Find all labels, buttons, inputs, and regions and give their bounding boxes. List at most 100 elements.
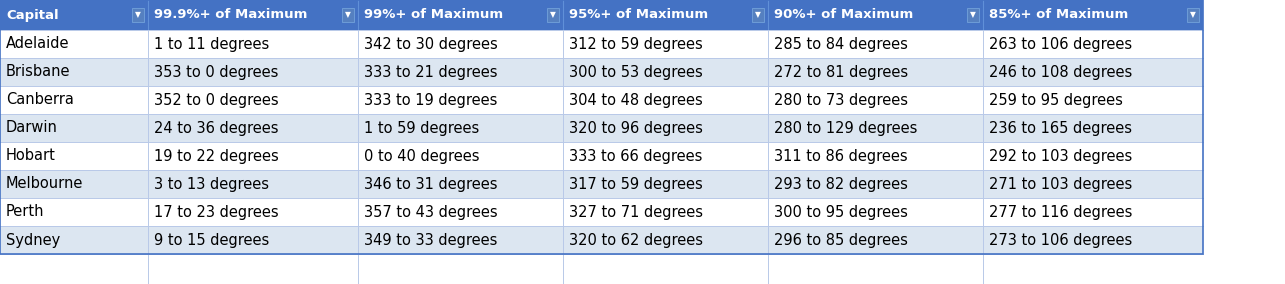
Bar bbox=[148, 86, 359, 114]
Text: 312 to 59 degrees: 312 to 59 degrees bbox=[569, 37, 703, 51]
Bar bbox=[752, 8, 765, 22]
Text: Perth: Perth bbox=[6, 204, 45, 220]
Bar bbox=[0, 114, 148, 142]
Bar bbox=[983, 30, 1203, 58]
Bar bbox=[0, 198, 148, 226]
Bar bbox=[563, 226, 768, 254]
Bar bbox=[983, 142, 1203, 170]
Text: 24 to 36 degrees: 24 to 36 degrees bbox=[154, 120, 279, 135]
Bar bbox=[148, 30, 359, 58]
Text: 353 to 0 degrees: 353 to 0 degrees bbox=[154, 64, 279, 80]
Bar bbox=[359, 58, 563, 86]
Text: 280 to 129 degrees: 280 to 129 degrees bbox=[774, 120, 917, 135]
Text: Sydney: Sydney bbox=[6, 233, 60, 247]
Bar bbox=[768, 58, 983, 86]
Text: Capital: Capital bbox=[6, 9, 59, 22]
Text: 352 to 0 degrees: 352 to 0 degrees bbox=[154, 93, 279, 108]
Bar bbox=[563, 170, 768, 198]
Text: 273 to 106 degrees: 273 to 106 degrees bbox=[989, 233, 1132, 247]
Text: 320 to 62 degrees: 320 to 62 degrees bbox=[569, 233, 703, 247]
Text: ▼: ▼ bbox=[970, 11, 975, 20]
Text: 285 to 84 degrees: 285 to 84 degrees bbox=[774, 37, 908, 51]
Text: 85%+ of Maximum: 85%+ of Maximum bbox=[989, 9, 1128, 22]
Text: 272 to 81 degrees: 272 to 81 degrees bbox=[774, 64, 908, 80]
Bar bbox=[547, 8, 559, 22]
Bar bbox=[768, 114, 983, 142]
Text: 259 to 95 degrees: 259 to 95 degrees bbox=[989, 93, 1123, 108]
Text: 99%+ of Maximum: 99%+ of Maximum bbox=[364, 9, 504, 22]
Text: 0 to 40 degrees: 0 to 40 degrees bbox=[364, 149, 479, 164]
Text: 90%+ of Maximum: 90%+ of Maximum bbox=[774, 9, 914, 22]
Bar bbox=[0, 0, 1203, 254]
Bar bbox=[359, 226, 563, 254]
Bar bbox=[983, 198, 1203, 226]
Bar bbox=[359, 142, 563, 170]
Text: 246 to 108 degrees: 246 to 108 degrees bbox=[989, 64, 1132, 80]
Bar bbox=[563, 142, 768, 170]
Bar bbox=[563, 114, 768, 142]
Text: 333 to 19 degrees: 333 to 19 degrees bbox=[364, 93, 497, 108]
Text: 3 to 13 degrees: 3 to 13 degrees bbox=[154, 176, 269, 191]
Bar bbox=[983, 170, 1203, 198]
Text: 95%+ of Maximum: 95%+ of Maximum bbox=[569, 9, 708, 22]
Bar bbox=[359, 30, 563, 58]
Text: 342 to 30 degrees: 342 to 30 degrees bbox=[364, 37, 497, 51]
Bar bbox=[148, 226, 359, 254]
Bar bbox=[148, 0, 359, 30]
Text: Brisbane: Brisbane bbox=[6, 64, 71, 80]
Text: ▼: ▼ bbox=[550, 11, 556, 20]
Text: 304 to 48 degrees: 304 to 48 degrees bbox=[569, 93, 703, 108]
Bar bbox=[563, 58, 768, 86]
Bar bbox=[148, 58, 359, 86]
Bar bbox=[983, 114, 1203, 142]
Bar bbox=[359, 198, 563, 226]
Bar bbox=[768, 170, 983, 198]
Bar bbox=[0, 58, 148, 86]
Bar bbox=[768, 142, 983, 170]
Bar bbox=[148, 142, 359, 170]
Text: 9 to 15 degrees: 9 to 15 degrees bbox=[154, 233, 270, 247]
Text: ▼: ▼ bbox=[1190, 11, 1196, 20]
Bar bbox=[359, 0, 563, 30]
Text: 292 to 103 degrees: 292 to 103 degrees bbox=[989, 149, 1132, 164]
Bar bbox=[983, 58, 1203, 86]
Bar bbox=[0, 142, 148, 170]
Bar bbox=[983, 226, 1203, 254]
Text: Canberra: Canberra bbox=[6, 93, 73, 108]
Bar bbox=[148, 198, 359, 226]
Text: 277 to 116 degrees: 277 to 116 degrees bbox=[989, 204, 1132, 220]
Bar bbox=[768, 86, 983, 114]
Bar bbox=[768, 30, 983, 58]
Text: 296 to 85 degrees: 296 to 85 degrees bbox=[774, 233, 908, 247]
Bar bbox=[563, 86, 768, 114]
Text: 263 to 106 degrees: 263 to 106 degrees bbox=[989, 37, 1132, 51]
Text: 17 to 23 degrees: 17 to 23 degrees bbox=[154, 204, 279, 220]
Bar bbox=[359, 170, 563, 198]
Bar bbox=[0, 170, 148, 198]
Text: 349 to 33 degrees: 349 to 33 degrees bbox=[364, 233, 497, 247]
Bar bbox=[768, 198, 983, 226]
Text: 280 to 73 degrees: 280 to 73 degrees bbox=[774, 93, 908, 108]
Text: 317 to 59 degrees: 317 to 59 degrees bbox=[569, 176, 703, 191]
Text: 311 to 86 degrees: 311 to 86 degrees bbox=[774, 149, 907, 164]
Text: Adelaide: Adelaide bbox=[6, 37, 69, 51]
Bar bbox=[968, 8, 979, 22]
Text: Hobart: Hobart bbox=[6, 149, 55, 164]
Text: 1 to 11 degrees: 1 to 11 degrees bbox=[154, 37, 270, 51]
Bar bbox=[983, 0, 1203, 30]
Text: 293 to 82 degrees: 293 to 82 degrees bbox=[774, 176, 908, 191]
Text: Melbourne: Melbourne bbox=[6, 176, 84, 191]
Bar bbox=[342, 8, 353, 22]
Text: 19 to 22 degrees: 19 to 22 degrees bbox=[154, 149, 279, 164]
Text: 300 to 53 degrees: 300 to 53 degrees bbox=[569, 64, 703, 80]
Text: 320 to 96 degrees: 320 to 96 degrees bbox=[569, 120, 703, 135]
Text: 99.9%+ of Maximum: 99.9%+ of Maximum bbox=[154, 9, 307, 22]
Bar bbox=[563, 30, 768, 58]
Bar bbox=[359, 114, 563, 142]
Text: 271 to 103 degrees: 271 to 103 degrees bbox=[989, 176, 1132, 191]
Bar bbox=[0, 0, 148, 30]
Text: 236 to 165 degrees: 236 to 165 degrees bbox=[989, 120, 1132, 135]
Bar bbox=[983, 86, 1203, 114]
Text: 357 to 43 degrees: 357 to 43 degrees bbox=[364, 204, 497, 220]
Text: 333 to 21 degrees: 333 to 21 degrees bbox=[364, 64, 497, 80]
